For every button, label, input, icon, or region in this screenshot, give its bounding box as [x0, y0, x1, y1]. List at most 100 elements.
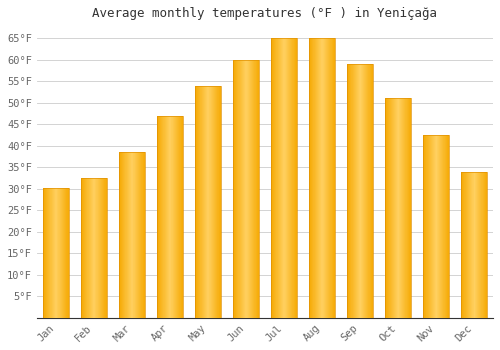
Bar: [245, 60, 246, 318]
Bar: [55, 188, 56, 318]
Bar: [274, 38, 275, 318]
Bar: [324, 38, 325, 318]
Bar: [385, 98, 386, 318]
Bar: [424, 135, 425, 318]
Bar: [254, 60, 255, 318]
Bar: [356, 64, 357, 318]
Bar: [61, 188, 62, 318]
Bar: [402, 98, 403, 318]
Bar: [329, 38, 330, 318]
Bar: [295, 38, 296, 318]
Bar: [104, 178, 105, 318]
Bar: [476, 172, 477, 318]
Bar: [162, 116, 163, 318]
Bar: [475, 172, 476, 318]
Bar: [384, 98, 411, 318]
Bar: [270, 38, 271, 318]
Bar: [282, 38, 283, 318]
Bar: [314, 38, 315, 318]
Bar: [142, 152, 143, 318]
Bar: [448, 135, 449, 318]
Bar: [48, 188, 49, 318]
Bar: [238, 60, 239, 318]
Bar: [393, 98, 394, 318]
Bar: [442, 135, 443, 318]
Bar: [45, 188, 46, 318]
Bar: [372, 64, 373, 318]
Bar: [204, 85, 205, 318]
Bar: [447, 135, 448, 318]
Bar: [54, 188, 55, 318]
Bar: [410, 98, 411, 318]
Bar: [255, 60, 256, 318]
Bar: [233, 60, 234, 318]
Bar: [134, 152, 135, 318]
Bar: [435, 135, 436, 318]
Bar: [346, 64, 374, 318]
Bar: [363, 64, 364, 318]
Bar: [287, 38, 288, 318]
Bar: [169, 116, 170, 318]
Bar: [49, 188, 50, 318]
Bar: [409, 98, 410, 318]
Bar: [103, 178, 104, 318]
Bar: [91, 178, 92, 318]
Bar: [323, 38, 324, 318]
Bar: [237, 60, 238, 318]
Bar: [478, 172, 479, 318]
Bar: [42, 188, 69, 318]
Bar: [285, 38, 286, 318]
Bar: [257, 60, 258, 318]
Bar: [172, 116, 173, 318]
Bar: [362, 64, 363, 318]
Bar: [311, 38, 312, 318]
Bar: [214, 85, 215, 318]
Bar: [350, 64, 351, 318]
Title: Average monthly temperatures (°F ) in Yeniçağa: Average monthly temperatures (°F ) in Ye…: [92, 7, 438, 20]
Bar: [101, 178, 102, 318]
Bar: [288, 38, 290, 318]
Bar: [85, 178, 86, 318]
Bar: [328, 38, 329, 318]
Bar: [58, 188, 59, 318]
Bar: [368, 64, 369, 318]
Bar: [278, 38, 279, 318]
Bar: [294, 38, 295, 318]
Bar: [82, 178, 83, 318]
Bar: [251, 60, 252, 318]
Bar: [125, 152, 126, 318]
Bar: [406, 98, 407, 318]
Bar: [449, 135, 450, 318]
Bar: [445, 135, 446, 318]
Bar: [68, 188, 69, 318]
Bar: [164, 116, 165, 318]
Bar: [88, 178, 89, 318]
Bar: [330, 38, 331, 318]
Bar: [196, 85, 198, 318]
Bar: [355, 64, 356, 318]
Bar: [199, 85, 200, 318]
Bar: [220, 85, 221, 318]
Bar: [405, 98, 406, 318]
Bar: [480, 172, 481, 318]
Bar: [276, 38, 277, 318]
Bar: [367, 64, 368, 318]
Bar: [286, 38, 287, 318]
Bar: [384, 98, 385, 318]
Bar: [485, 172, 486, 318]
Bar: [310, 38, 311, 318]
Bar: [99, 178, 100, 318]
Bar: [232, 60, 233, 318]
Bar: [210, 85, 211, 318]
Bar: [143, 152, 144, 318]
Bar: [119, 152, 120, 318]
Bar: [242, 60, 244, 318]
Bar: [206, 85, 207, 318]
Bar: [136, 152, 137, 318]
Bar: [128, 152, 129, 318]
Bar: [84, 178, 85, 318]
Bar: [247, 60, 248, 318]
Bar: [333, 38, 334, 318]
Bar: [100, 178, 101, 318]
Bar: [472, 172, 473, 318]
